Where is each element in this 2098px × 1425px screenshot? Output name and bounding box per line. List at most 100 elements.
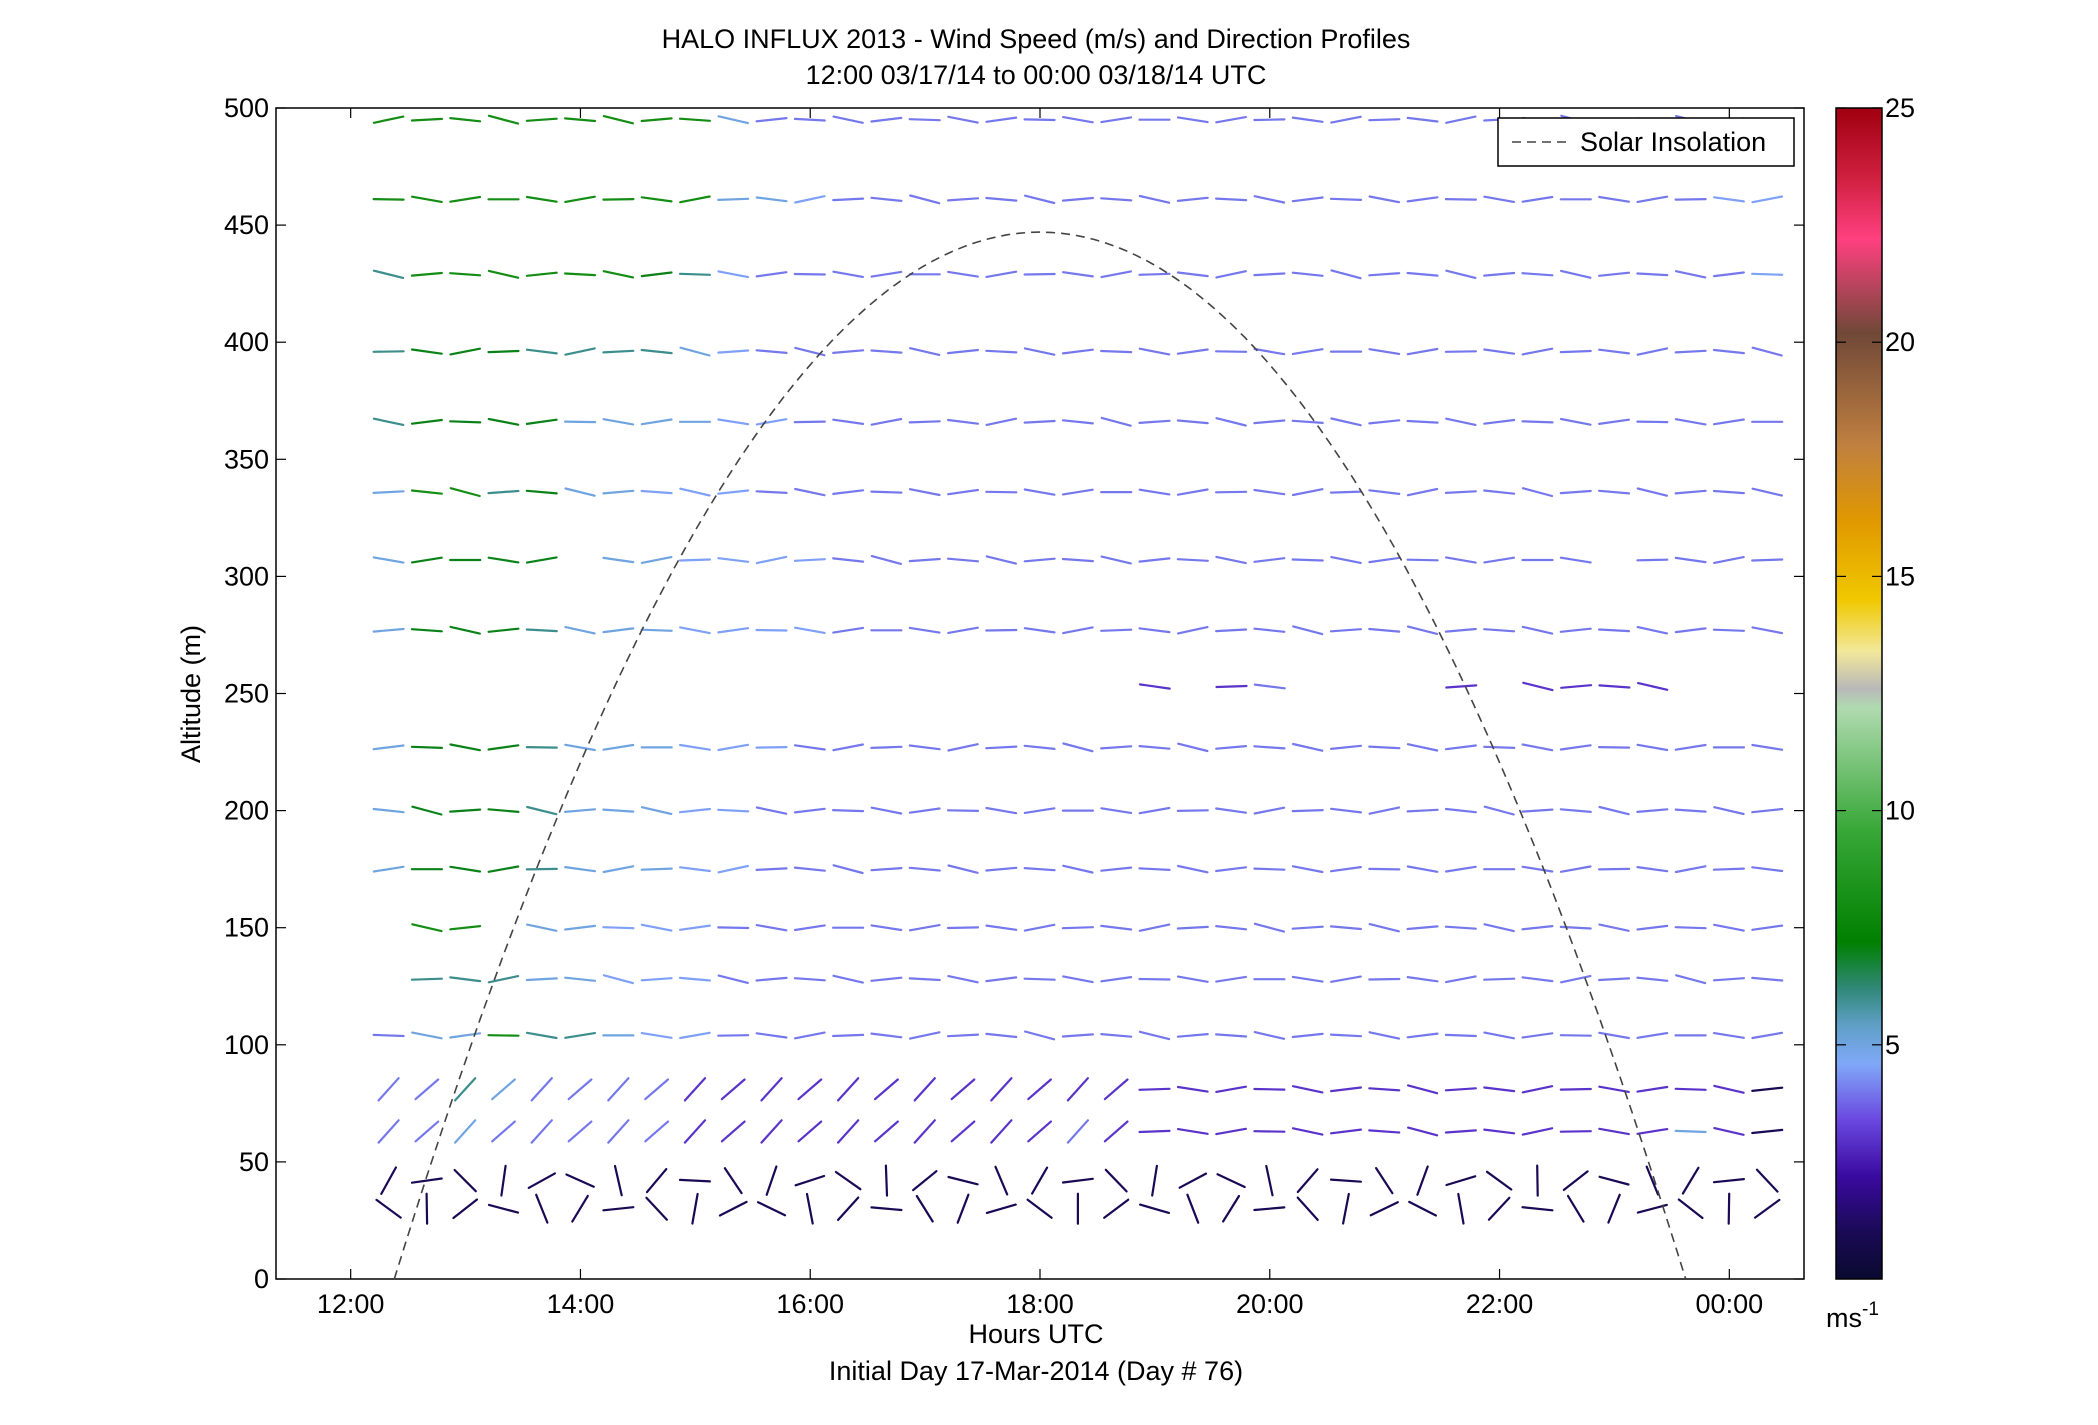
wind-vector [950, 1078, 976, 1101]
wind-vector [525, 977, 558, 982]
wind-vector [410, 628, 443, 633]
wind-vector [500, 1164, 507, 1197]
wind-vector [487, 808, 520, 814]
wind-vector [1291, 1127, 1324, 1136]
wind-vector [1559, 489, 1592, 495]
wind-vector [1674, 926, 1707, 930]
x-tick-label: 00:00 [1696, 1289, 1764, 1319]
wind-vector [487, 627, 520, 633]
colorbar-unit: ms-1 [1826, 1299, 1879, 1333]
wind-vector [414, 1120, 440, 1143]
wind-vector [1100, 416, 1132, 427]
wind-vector [755, 349, 788, 354]
wind-vector [1023, 118, 1056, 122]
wind-vector [831, 808, 865, 813]
wind-vector [1100, 866, 1133, 872]
wind-vector [915, 1194, 934, 1223]
wind-vector [908, 557, 941, 563]
wind-vector [755, 867, 788, 872]
wind-vector [1329, 1033, 1363, 1038]
wind-vector [1253, 745, 1286, 750]
wind-vector [678, 976, 712, 982]
wind-vector [640, 555, 673, 565]
wind-vector [1674, 489, 1707, 495]
wind-vector [1597, 489, 1631, 495]
wind-vector [908, 807, 941, 814]
wind-vector [832, 557, 865, 563]
wind-vector [567, 1120, 593, 1143]
wind-vector [794, 195, 826, 204]
wind-vector [1521, 1206, 1554, 1212]
wind-vector [644, 1078, 670, 1101]
wind-vector [1291, 975, 1324, 983]
wind-vector [908, 744, 941, 751]
wind-vector [1138, 977, 1171, 981]
wind-vector [1751, 1128, 1784, 1135]
wind-vector [1138, 923, 1171, 932]
wind-vector [1444, 350, 1478, 353]
wind-vector [1138, 419, 1171, 424]
wind-vector [985, 628, 1018, 632]
wind-vector [640, 867, 673, 871]
wind-vector [564, 924, 597, 931]
wind-vector [836, 1077, 860, 1102]
wind-vector [525, 117, 558, 122]
wind-vector [1176, 116, 1209, 124]
wind-vector [908, 1031, 941, 1040]
wind-vector [1674, 198, 1707, 201]
wind-vector [1485, 1170, 1513, 1191]
wind-vector [873, 1078, 899, 1101]
wind-vector [985, 806, 1018, 815]
wind-vector [1215, 115, 1248, 124]
wind-vector [1406, 487, 1439, 497]
x-axis-sublabel: Initial Day 17-Mar-2014 (Day # 76) [829, 1356, 1243, 1386]
wind-vector [1636, 272, 1669, 277]
wind-vector [1104, 1168, 1128, 1193]
colorbar-ticks: 5 10 15 20 25 [1836, 93, 1915, 1060]
wind-vector [870, 866, 903, 872]
wind-vector [1483, 977, 1516, 981]
wind-vector [678, 807, 712, 814]
legend: Solar Insolation [1497, 117, 1795, 167]
wind-vector [683, 1077, 707, 1102]
wind-vector [1674, 556, 1707, 564]
wind-vector [372, 490, 405, 494]
wind-vector [1176, 196, 1209, 202]
wind-vector [1368, 348, 1401, 355]
wind-vector [640, 977, 673, 982]
wind-vector [805, 1192, 814, 1225]
wind-vector [1023, 807, 1056, 815]
wind-vector [564, 976, 597, 982]
wind-vector [1253, 627, 1286, 633]
wind-vector [1751, 1086, 1784, 1093]
wind-vector [1253, 195, 1286, 204]
wind-vector [425, 1192, 429, 1225]
wind-vector [1215, 270, 1247, 279]
wind-vector [1521, 743, 1554, 752]
wind-vector [564, 625, 596, 635]
wind-vector [755, 271, 788, 278]
wind-vector [717, 864, 750, 874]
wind-vector [1030, 1166, 1049, 1195]
wind-vector [985, 1032, 1018, 1039]
wind-vector [1406, 925, 1439, 931]
wind-vector [1483, 628, 1516, 633]
wind-vector [1751, 487, 1784, 497]
y-tick-label: 0 [254, 1264, 269, 1294]
wind-vector [755, 1032, 788, 1039]
wind-vector [1598, 1127, 1630, 1136]
wind-vector [487, 556, 520, 564]
wind-vector [1636, 1031, 1669, 1039]
y-tick-label: 400 [224, 327, 269, 357]
wind-vector [1176, 271, 1209, 278]
wind-vector [1138, 1087, 1171, 1091]
wind-vector [525, 923, 558, 932]
wind-vector [1368, 922, 1400, 933]
wind-vector [1598, 805, 1630, 816]
wind-vector [1253, 1130, 1286, 1133]
wind-vector [1138, 194, 1171, 204]
wind-vector [1559, 417, 1592, 426]
wind-vector [1444, 975, 1477, 984]
wind-vector [870, 806, 903, 815]
wind-vector [1521, 924, 1554, 931]
